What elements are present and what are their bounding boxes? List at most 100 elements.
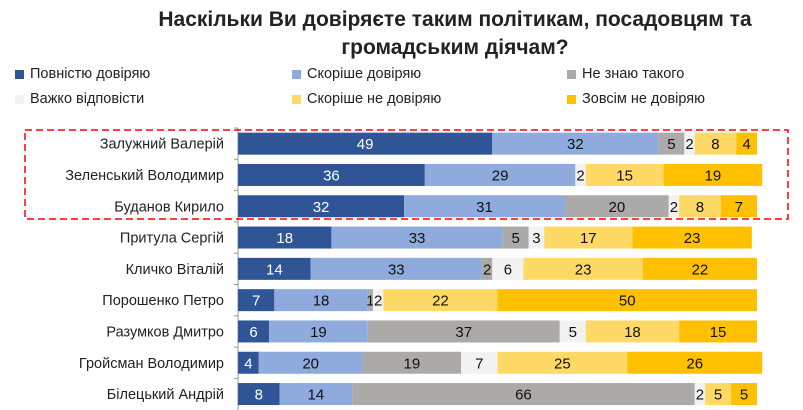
data-label: 19	[404, 355, 421, 372]
data-label: 2	[685, 136, 693, 153]
bar-segment	[274, 289, 368, 312]
bar-segment	[258, 351, 363, 374]
bar-segment	[481, 257, 493, 280]
data-label: 20	[609, 199, 626, 216]
bar-segment	[627, 351, 763, 374]
data-label: 25	[554, 355, 571, 372]
data-label: 7	[252, 293, 260, 310]
category-label: Порошенко Петро	[102, 293, 224, 309]
data-label: 2	[670, 199, 678, 216]
data-label: 37	[455, 324, 472, 341]
data-label: 5	[740, 387, 748, 404]
category-label: Кличко Віталій	[126, 262, 224, 278]
bar-segment	[679, 320, 757, 343]
data-label: 2	[374, 293, 382, 310]
bar-segment	[497, 289, 757, 312]
chart-title-line-1: Наскільки Ви довіряєте таким політикам, …	[158, 8, 752, 31]
legend-swatch	[15, 69, 24, 79]
bar-segment	[331, 226, 503, 249]
data-label: 23	[684, 230, 701, 247]
chart-title-line-2: громадським діячам?	[341, 36, 569, 59]
bar-segment	[528, 226, 545, 249]
data-label: 8	[711, 136, 719, 153]
data-label: 15	[616, 167, 633, 184]
bar-segment	[367, 289, 373, 312]
data-label: 32	[313, 199, 330, 216]
data-label: 7	[735, 199, 743, 216]
bar-segment	[372, 289, 384, 312]
legend-label: Скоріше довіряю	[307, 66, 422, 82]
data-label: 29	[492, 167, 509, 184]
bar-segment	[383, 289, 498, 312]
data-label: 17	[580, 230, 597, 247]
legend-item: Зовсім не довіряю	[567, 91, 705, 107]
legend-swatch	[567, 69, 576, 79]
data-label: 36	[323, 167, 340, 184]
data-label: 6	[249, 324, 257, 341]
category-label: Гройсман Володимир	[79, 356, 224, 372]
data-label: 33	[388, 261, 405, 278]
bar-segment	[585, 320, 680, 343]
legend-item: Скоріше не довіряю	[292, 91, 441, 107]
data-label: 14	[266, 261, 283, 278]
bar-segment	[720, 195, 757, 218]
bar-segment	[238, 351, 259, 374]
data-label: 19	[705, 167, 722, 184]
data-label: 3	[532, 230, 540, 247]
bar-segment	[694, 132, 737, 155]
bar-segment	[492, 257, 524, 280]
bar-segment	[502, 226, 529, 249]
data-label: 5	[511, 230, 519, 247]
data-label: 5	[569, 324, 577, 341]
data-label: 18	[313, 293, 330, 310]
data-label: 15	[710, 324, 727, 341]
bar-segment	[663, 163, 763, 186]
bar-segment	[658, 132, 685, 155]
bar-segment	[642, 257, 757, 280]
bar-segment	[238, 320, 270, 343]
data-label: 23	[575, 261, 592, 278]
data-label: 32	[567, 136, 584, 153]
bar-segment	[497, 351, 628, 374]
data-label: 6	[504, 261, 512, 278]
data-label: 8	[696, 199, 704, 216]
legend-label: Повністю довіряю	[30, 66, 151, 82]
data-label: 49	[357, 136, 374, 153]
bar-segment	[705, 383, 732, 406]
data-label: 19	[310, 324, 327, 341]
data-label: 22	[692, 261, 709, 278]
data-label: 5	[667, 136, 675, 153]
data-label: 4	[742, 136, 750, 153]
category-label: Білецький Андрій	[107, 387, 224, 403]
legend-label: Зовсім не довіряю	[582, 91, 706, 107]
legend-item: Скоріше довіряю	[292, 66, 421, 82]
data-label: 18	[624, 324, 641, 341]
category-label: Притула Сергій	[120, 231, 224, 247]
data-label: 1	[366, 293, 374, 310]
bar-segment	[352, 383, 695, 406]
bar-segment	[694, 383, 706, 406]
bar-segment	[238, 132, 493, 155]
bar-segment	[238, 289, 275, 312]
bar-segment	[279, 383, 353, 406]
bar-segment	[632, 226, 752, 249]
data-label: 4	[244, 355, 252, 372]
data-label: 2	[576, 167, 584, 184]
data-label: 2	[483, 261, 491, 278]
legend-label: Скоріше не довіряю	[307, 91, 442, 107]
data-label: 33	[409, 230, 426, 247]
bar-segment	[523, 257, 643, 280]
legend-swatch	[292, 69, 301, 79]
bar-segment	[668, 195, 680, 218]
bar-segment	[238, 163, 425, 186]
bar-segment	[238, 195, 405, 218]
bar-segment	[585, 163, 664, 186]
category-label: Залужний Валерій	[100, 137, 224, 153]
legend-item: Важко відповісти	[15, 91, 144, 107]
highlight-box	[24, 129, 789, 220]
legend-item: Повністю довіряю	[15, 66, 150, 82]
data-label: 14	[308, 387, 325, 404]
bar-segment	[736, 132, 757, 155]
bar-segment	[684, 132, 695, 155]
